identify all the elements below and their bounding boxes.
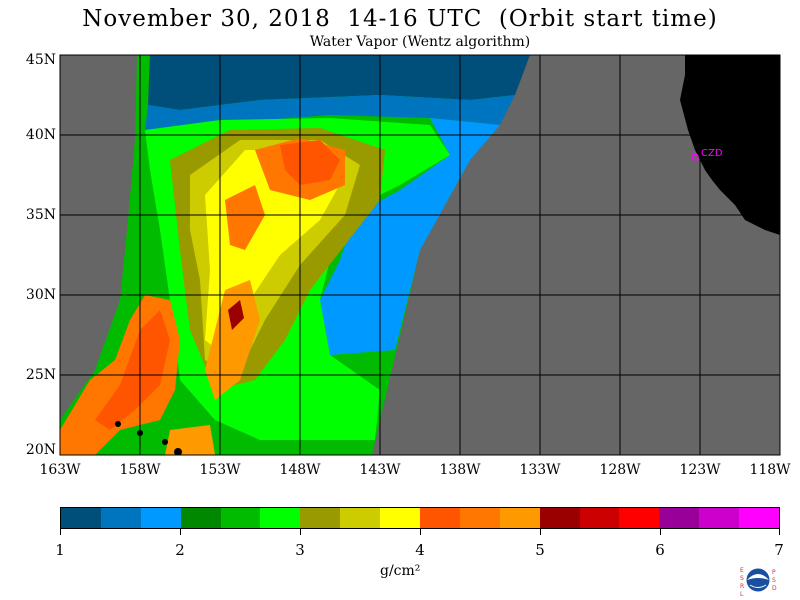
logo-text-left: E (740, 567, 744, 574)
lon-label-143w: 143W (359, 462, 401, 478)
lon-label-118w: 118W (749, 462, 791, 478)
colorbar-tick (779, 529, 780, 535)
lon-label-148w: 148W (279, 462, 321, 478)
colorbar-label-2: 2 (175, 541, 185, 559)
colorbar-swatch (260, 508, 301, 528)
colorbar-swatch (300, 508, 341, 528)
island-3 (162, 439, 168, 445)
land-north-america (680, 55, 780, 235)
colorbar-tick (660, 529, 661, 535)
swath-red-core (228, 300, 244, 330)
swath-red-orange-north (280, 140, 340, 185)
swath-orange-streak (225, 185, 265, 250)
noaa-logo-icon: E S R L P S D (740, 567, 777, 598)
colorbar-swatch (100, 508, 141, 528)
colorbar-swatch (180, 508, 221, 528)
colorbar-tick (420, 529, 421, 535)
lat-label-25n: 25N (25, 367, 56, 383)
svg-text:L: L (740, 591, 744, 598)
map-frame (59, 54, 781, 456)
svg-text:S: S (740, 575, 744, 582)
lon-label-133w: 133W (519, 462, 561, 478)
lat-label-45n: 45N (25, 52, 56, 68)
colorbar-label-5: 5 (535, 541, 545, 559)
swath-dark-blue (148, 55, 530, 110)
swath-orange-south (165, 425, 215, 455)
colorbar-swatch (380, 508, 421, 528)
colorbar-label-1: 1 (55, 541, 65, 559)
colorbar-units: g/cm² (380, 563, 421, 579)
colorbar-tick (60, 529, 61, 535)
colorbar-label-3: 3 (295, 541, 305, 559)
island-4 (174, 448, 182, 455)
colorbar-swatch (539, 508, 580, 528)
page-title: November 30, 2018 14-16 UTC (Orbit start… (82, 6, 718, 32)
colorbar-tick (540, 529, 541, 535)
lon-label-163w: 163W (39, 462, 81, 478)
lon-label-158w: 158W (119, 462, 161, 478)
lon-label-128w: 128W (599, 462, 641, 478)
colorbar-swatch (659, 508, 700, 528)
page-subtitle: Water Vapor (Wentz algorithm) (309, 34, 531, 50)
swath-light-blue (320, 118, 500, 355)
swath-orange-streak-2 (205, 280, 260, 400)
swath-red-orange-southwest (95, 310, 170, 430)
colorbar-swatch (420, 508, 460, 528)
colorbar-swatch (61, 508, 101, 528)
svg-text:S: S (772, 577, 776, 584)
svg-text:R: R (740, 583, 744, 590)
lat-label-35n: 35N (25, 207, 56, 223)
colorbar-swatch (220, 508, 261, 528)
colorbar-tick (180, 529, 181, 535)
colorbar-swatch (739, 508, 780, 528)
lat-label-30n: 30N (25, 287, 56, 303)
lon-label-123w: 123W (679, 462, 721, 478)
station-marker-icon (691, 153, 699, 161)
lat-label-20n: 20N (25, 442, 56, 458)
island-1 (115, 421, 121, 427)
lat-label-40n: 40N (25, 127, 56, 143)
svg-text:P: P (772, 569, 776, 576)
colorbar-label-4: 4 (415, 541, 425, 559)
colorbar-label-7: 7 (774, 541, 784, 559)
colorbar-label-6: 6 (655, 541, 665, 559)
grid (60, 55, 780, 455)
colorbar (60, 507, 780, 529)
lon-label-153w: 153W (199, 462, 241, 478)
station-label: CZD (701, 148, 723, 159)
lon-label-138w: 138W (439, 462, 481, 478)
colorbar-swatch (459, 508, 500, 528)
svg-text:D: D (772, 585, 777, 592)
colorbar-swatch (499, 508, 540, 528)
colorbar-swatch (140, 508, 181, 528)
colorbar-swatch (579, 508, 620, 528)
colorbar-swatch (340, 508, 381, 528)
colorbar-swatch (699, 508, 740, 528)
colorbar-swatch (619, 508, 660, 528)
colorbar-tick (300, 529, 301, 535)
